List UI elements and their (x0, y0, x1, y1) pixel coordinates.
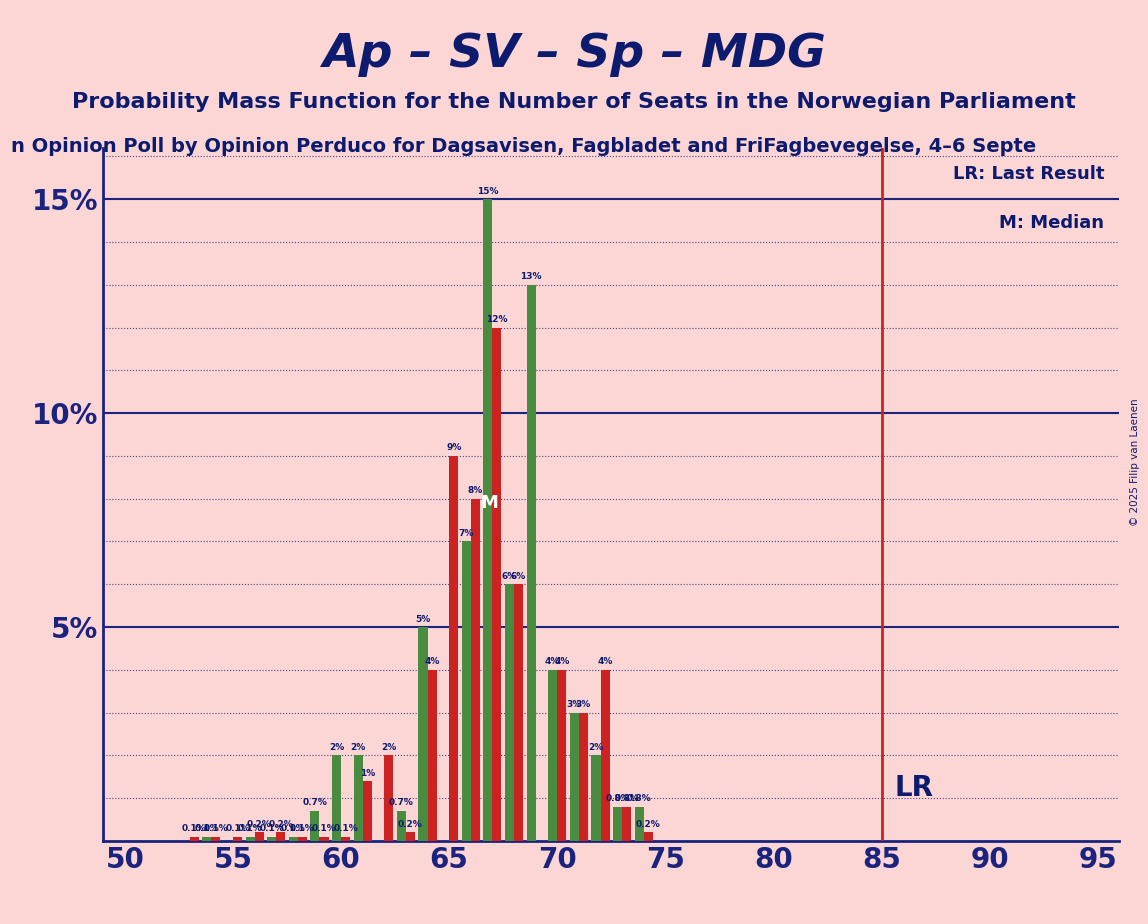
Bar (277, 833, 286, 841)
Bar (514, 584, 523, 841)
Text: 0.1%: 0.1% (333, 824, 358, 833)
Text: 0.2%: 0.2% (247, 820, 272, 829)
Bar (600, 670, 610, 841)
Text: 12%: 12% (487, 315, 507, 324)
Text: 6%: 6% (502, 572, 517, 581)
Text: 5%: 5% (416, 614, 430, 624)
Text: 2%: 2% (329, 743, 344, 752)
Text: M: M (480, 494, 498, 512)
Bar (189, 836, 199, 841)
Bar (363, 781, 372, 841)
Bar (385, 755, 394, 841)
Bar (319, 836, 328, 841)
Text: M: Median: M: Median (999, 213, 1104, 232)
Text: 0.1%: 0.1% (311, 824, 336, 833)
Bar (644, 833, 653, 841)
Bar (557, 670, 566, 841)
Text: © 2025 Filip van Laenen: © 2025 Filip van Laenen (1130, 398, 1140, 526)
Bar (297, 836, 307, 841)
Text: 0.1%: 0.1% (238, 824, 263, 833)
Bar (419, 627, 427, 841)
Text: 4%: 4% (554, 657, 569, 666)
Bar (449, 456, 458, 841)
Text: 0.1%: 0.1% (203, 824, 228, 833)
Text: n Opinion Poll by Opinion Perduco for Dagsavisen, Fagbladet and FriFagbevegelse,: n Opinion Poll by Opinion Perduco for Da… (11, 137, 1037, 156)
Bar (202, 836, 211, 841)
Text: 0.1%: 0.1% (181, 824, 207, 833)
Bar (341, 836, 350, 841)
Text: 2%: 2% (588, 743, 604, 752)
Text: 1%: 1% (359, 769, 375, 777)
Text: 2%: 2% (350, 743, 366, 752)
Bar (591, 755, 600, 841)
Text: Probability Mass Function for the Number of Seats in the Norwegian Parliament: Probability Mass Function for the Number… (72, 92, 1076, 113)
Text: 0.2%: 0.2% (269, 820, 293, 829)
Text: 0.2%: 0.2% (636, 820, 660, 829)
Text: 6%: 6% (511, 572, 526, 581)
Bar (549, 670, 557, 841)
Text: 0.8%: 0.8% (627, 795, 652, 803)
Text: 15%: 15% (478, 187, 498, 196)
Text: 3%: 3% (567, 700, 582, 709)
Text: LR: Last Result: LR: Last Result (953, 165, 1104, 183)
Text: 4%: 4% (425, 657, 440, 666)
Text: 2%: 2% (381, 743, 396, 752)
Bar (461, 541, 471, 841)
Text: 0.1%: 0.1% (225, 824, 250, 833)
Bar (427, 670, 436, 841)
Bar (492, 327, 502, 841)
Text: 0.1%: 0.1% (259, 824, 284, 833)
Bar (397, 811, 406, 841)
Bar (635, 807, 644, 841)
Text: 8%: 8% (467, 486, 483, 495)
Text: 0.8%: 0.8% (614, 795, 639, 803)
Text: 7%: 7% (458, 529, 474, 538)
Text: 0.2%: 0.2% (398, 820, 422, 829)
Text: 13%: 13% (520, 273, 542, 281)
Text: 3%: 3% (576, 700, 591, 709)
Text: 0.1%: 0.1% (290, 824, 315, 833)
Text: 0.7%: 0.7% (303, 798, 327, 808)
Bar (289, 836, 297, 841)
Bar (233, 836, 242, 841)
Text: 0.7%: 0.7% (389, 798, 413, 808)
Bar (310, 811, 319, 841)
Bar (406, 833, 416, 841)
Text: LR: LR (894, 774, 933, 802)
Bar (267, 836, 277, 841)
Bar (211, 836, 220, 841)
Text: 0.1%: 0.1% (194, 824, 219, 833)
Bar (483, 200, 492, 841)
Text: 4%: 4% (597, 657, 613, 666)
Text: 4%: 4% (545, 657, 560, 666)
Bar (255, 833, 264, 841)
Bar (579, 712, 588, 841)
Text: 9%: 9% (447, 444, 461, 453)
Bar (569, 712, 579, 841)
Bar (354, 755, 363, 841)
Text: Ap – SV – Sp – MDG: Ap – SV – Sp – MDG (323, 32, 825, 78)
Bar (527, 285, 536, 841)
Bar (505, 584, 514, 841)
Bar (332, 755, 341, 841)
Bar (471, 499, 480, 841)
Bar (622, 807, 631, 841)
Bar (613, 807, 622, 841)
Text: 0.1%: 0.1% (281, 824, 305, 833)
Bar (246, 836, 255, 841)
Text: 0.8%: 0.8% (605, 795, 630, 803)
